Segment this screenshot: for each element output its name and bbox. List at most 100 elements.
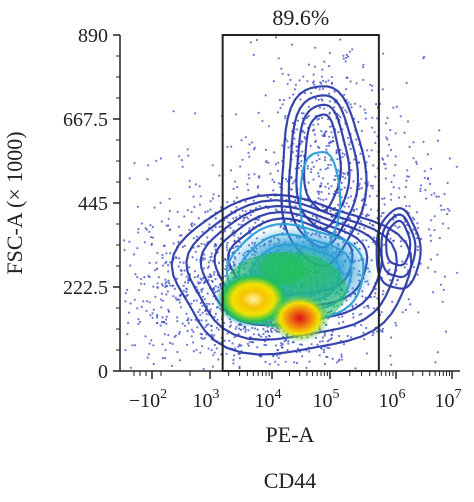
event-dot [321, 116, 324, 119]
event-dot [213, 343, 216, 347]
event-dot [257, 185, 260, 188]
event-dot [247, 344, 250, 347]
event-dot [328, 346, 331, 350]
event-dot [218, 283, 221, 286]
event-dot [341, 155, 344, 159]
event-dot [167, 279, 170, 282]
event-dot [277, 161, 280, 164]
event-dot [394, 163, 397, 167]
event-dot [217, 328, 220, 331]
event-dot [226, 201, 229, 204]
event-dot [380, 215, 383, 218]
event-dot [415, 211, 418, 214]
gate-rectangle[interactable] [221, 34, 380, 372]
event-dot [385, 136, 388, 139]
event-dot [238, 214, 241, 217]
event-dot [443, 208, 446, 211]
event-dot [441, 300, 444, 303]
event-dot [193, 205, 196, 208]
event-dot [324, 80, 327, 83]
y-axis-title: FSC-A (× 1000) [2, 131, 27, 274]
event-dot [344, 109, 347, 112]
event-dot [137, 318, 140, 321]
event-dot [192, 350, 195, 353]
event-dot [203, 243, 206, 246]
event-dot [272, 189, 275, 192]
event-dot [265, 344, 268, 347]
event-dot [195, 235, 198, 238]
event-dot [253, 173, 256, 176]
event-dot [364, 111, 367, 115]
event-dot [300, 160, 303, 163]
event-dot [188, 228, 191, 231]
event-dot [367, 306, 370, 309]
event-dot [134, 344, 137, 347]
event-dot [194, 112, 197, 115]
event-dot [327, 187, 331, 190]
event-dot [293, 361, 296, 364]
event-dot [399, 240, 402, 243]
event-dot [186, 294, 189, 297]
event-dot [131, 344, 134, 347]
event-dot [173, 287, 176, 290]
event-dot [429, 167, 433, 170]
event-dot [123, 249, 126, 252]
event-dot [340, 353, 343, 356]
event-dot [142, 300, 145, 303]
event-dot [178, 359, 181, 362]
event-dot [181, 322, 184, 325]
event-dot [432, 291, 435, 294]
event-dot [396, 279, 399, 282]
event-dot [323, 156, 327, 159]
event-dot [320, 130, 323, 133]
event-dot [368, 195, 371, 198]
event-dot [249, 209, 252, 212]
event-dot [337, 114, 340, 117]
event-dot [224, 230, 227, 233]
x-tick-label: −102 [129, 387, 167, 412]
event-dot [349, 103, 352, 106]
event-dot [203, 337, 206, 340]
event-dot [328, 111, 331, 114]
event-dot [357, 120, 360, 124]
event-dot [443, 275, 447, 278]
event-dot [210, 329, 213, 332]
event-dot [244, 330, 247, 333]
event-dot [429, 182, 432, 185]
event-dot [345, 88, 348, 91]
event-dot [300, 112, 303, 115]
event-dot [319, 81, 322, 84]
event-dot [256, 346, 259, 349]
event-dot [277, 182, 281, 185]
event-dot [359, 105, 362, 108]
event-dot [273, 181, 276, 184]
event-dot [359, 220, 363, 223]
event-dot [234, 347, 237, 350]
density-peak-green [260, 253, 305, 286]
event-dot [316, 190, 319, 193]
event-dot [192, 237, 195, 240]
event-dot [366, 213, 369, 216]
event-dot [307, 181, 310, 184]
event-dot [293, 137, 296, 140]
event-dot [223, 257, 227, 260]
event-dot [185, 290, 188, 294]
event-dot [192, 330, 195, 333]
event-dot [300, 165, 303, 168]
event-dot [276, 169, 279, 172]
event-dot [435, 195, 438, 198]
event-dot [260, 335, 263, 338]
event-dot [386, 154, 389, 157]
event-dot [211, 365, 214, 368]
event-dot [254, 327, 257, 330]
event-dot [213, 351, 216, 354]
event-dot [374, 175, 377, 178]
event-dot [165, 224, 168, 227]
event-dot [210, 274, 213, 277]
event-dot [252, 199, 255, 202]
event-dot [345, 56, 348, 59]
x-tick-label: 106 [379, 387, 406, 412]
event-dot [437, 195, 440, 198]
event-dot [233, 200, 236, 203]
event-dot [190, 210, 193, 213]
